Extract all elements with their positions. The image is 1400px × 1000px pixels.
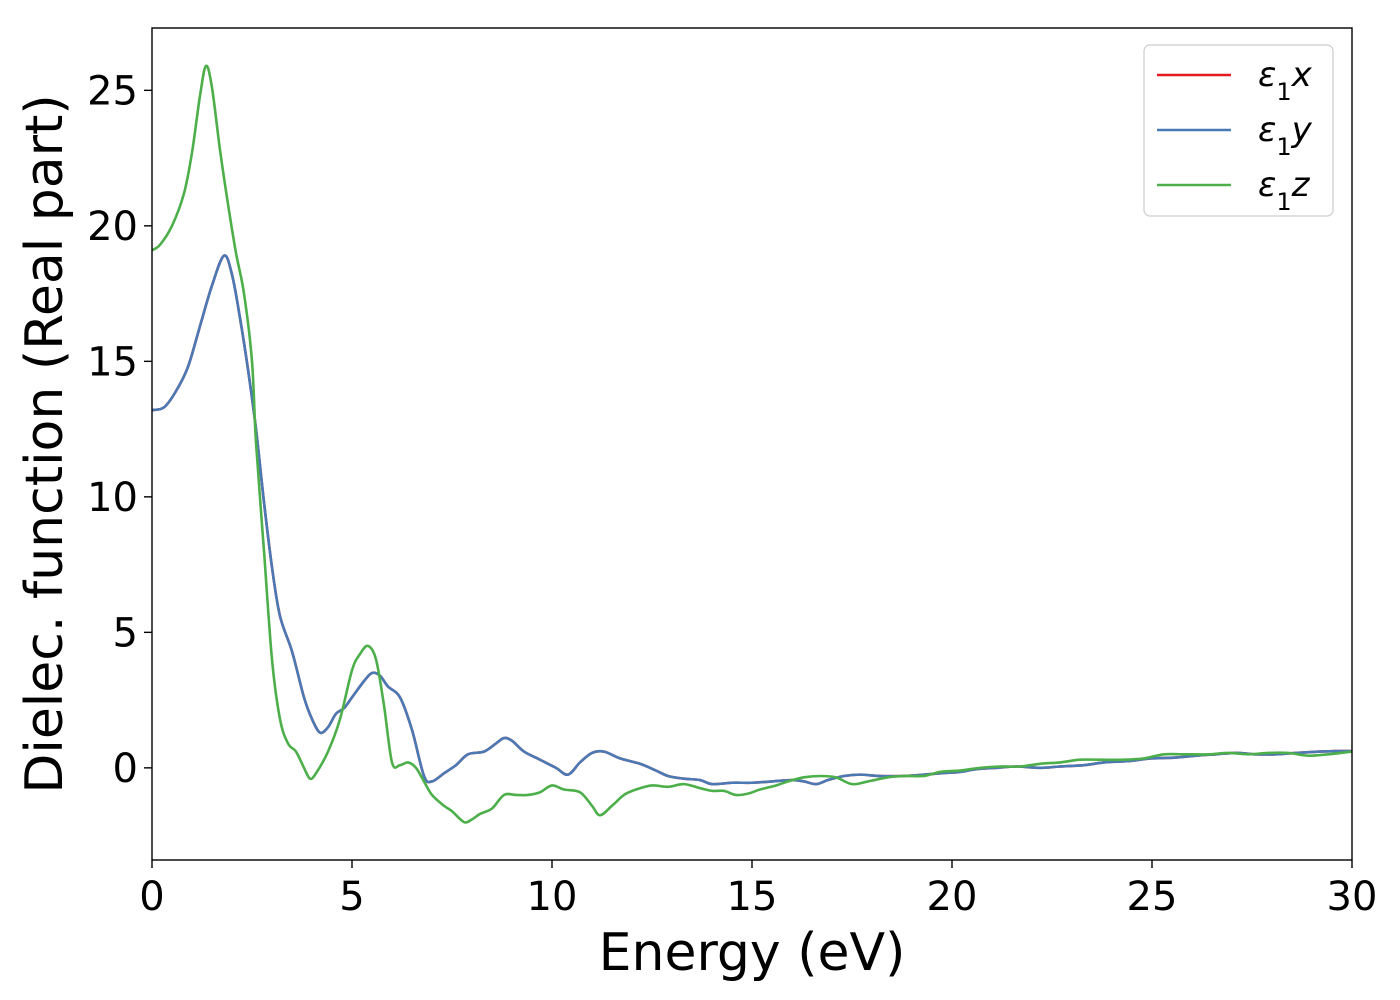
y-tick-label: 15 (87, 339, 138, 385)
y-tick-label: 25 (87, 68, 138, 114)
x-tick-label: 15 (727, 874, 778, 920)
y-tick-label: 0 (113, 746, 138, 792)
x-tick-label: 30 (1327, 874, 1378, 920)
y-tick-label: 10 (87, 475, 138, 521)
y-axis-label: Dielec. function (Real part) (15, 94, 75, 793)
legend-label-y: ε1y (1258, 110, 1313, 161)
x-tick-label: 0 (139, 874, 164, 920)
legend-label-x: ε1x (1258, 55, 1313, 106)
x-tick-label: 10 (527, 874, 578, 920)
y-axis: 0 5 10 15 20 25 (87, 68, 152, 792)
series-line-x (152, 254, 1352, 786)
x-tick-label: 5 (339, 874, 364, 920)
x-tick-label: 25 (1127, 874, 1178, 920)
legend-label-z: ε1z (1258, 165, 1311, 216)
y-tick-label: 5 (113, 610, 138, 656)
y-tick-label: 20 (87, 204, 138, 250)
x-axis: 0 5 10 15 20 25 30 (139, 860, 1377, 920)
x-tick-label: 20 (927, 874, 978, 920)
series-layer (152, 64, 1352, 824)
x-axis-label: Energy (eV) (599, 923, 906, 983)
legend-box (1143, 44, 1334, 217)
series-line-z (152, 64, 1352, 824)
series-line-y (152, 254, 1352, 786)
